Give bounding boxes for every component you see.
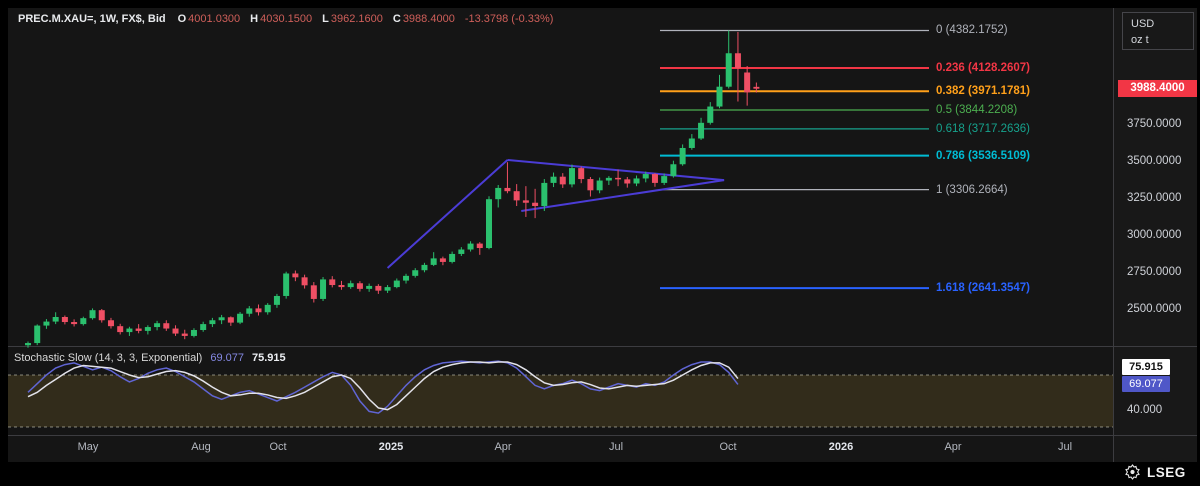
- panel-divider: [8, 346, 1197, 347]
- stochastic-d-badge: 75.915: [1122, 359, 1170, 376]
- open-value: 4001.0300: [188, 13, 241, 25]
- fib-label: 0.5 (3844.2208): [936, 104, 1018, 117]
- axis-unit-box: USD oz t: [1122, 12, 1194, 50]
- time-axis-label: Oct: [269, 441, 287, 453]
- chart-canvas[interactable]: [8, 8, 1113, 435]
- time-axis-label: Oct: [719, 441, 737, 453]
- time-axis-label: Aug: [191, 441, 211, 453]
- stochastic-d-line: [27, 361, 739, 411]
- fib-label: 0.236 (4128.2607): [936, 62, 1030, 75]
- axis-unit-currency: USD: [1131, 18, 1155, 30]
- low-value: 3962.1600: [330, 13, 383, 25]
- fib-label: 0 (4382.1752): [936, 24, 1008, 37]
- price-tick: 2750.0000: [1127, 266, 1182, 278]
- time-axis-label: Apr: [944, 441, 962, 453]
- price-tick: 3250.0000: [1127, 192, 1182, 204]
- time-axis-label: May: [77, 441, 99, 453]
- time-axis-label: 2025: [378, 441, 404, 453]
- instrument-header: PREC.M.XAU=, 1W, FX$, Bid O 4001.0300 H …: [18, 13, 553, 25]
- fib-label: 1 (3306.2664): [936, 183, 1008, 196]
- time-axis-label: Apr: [494, 441, 512, 453]
- fib-retracement-lines[interactable]: [660, 29, 929, 290]
- time-axis-label: Jul: [608, 441, 624, 453]
- price-tick: 3750.0000: [1127, 118, 1182, 130]
- stochastic-k-line: [27, 360, 739, 414]
- open-label: O: [177, 13, 187, 25]
- lseg-branding: LSEG: [1124, 464, 1186, 480]
- high-value: 4030.1500: [260, 13, 313, 25]
- high-label: H: [250, 13, 259, 25]
- close-value: 3988.4000: [402, 13, 455, 25]
- lseg-crest-icon: [1125, 464, 1140, 480]
- lseg-logo-text: LSEG: [1147, 464, 1186, 480]
- time-axis-label: 2026: [828, 441, 854, 453]
- pennant-trendlines[interactable]: [386, 158, 725, 269]
- stochastic-lines: [27, 360, 739, 414]
- price-tick: 3500.0000: [1127, 155, 1182, 167]
- stochastic-title: Stochastic Slow (14, 3, 3, Exponential): [14, 352, 203, 364]
- instrument-title[interactable]: PREC.M.XAU=, 1W, FX$, Bid: [18, 13, 166, 25]
- stochastic-k-value: 69.077: [210, 352, 244, 364]
- axis-unit-measure: oz t: [1131, 34, 1149, 46]
- stochastic-legend[interactable]: Stochastic Slow (14, 3, 3, Exponential) …: [14, 352, 286, 364]
- timeline-divider: [8, 435, 1197, 436]
- change-value: -13.3798 (-0.33%): [464, 13, 554, 25]
- stochastic-k-badge: 69.077: [1122, 376, 1170, 393]
- stochastic-axis-tick: 40.000: [1127, 403, 1163, 416]
- axis-divider: [1113, 8, 1114, 462]
- stochastic-d-value: 75.915: [251, 352, 286, 364]
- last-price-badge: 3988.4000: [1118, 80, 1197, 98]
- price-tick: 2500.0000: [1127, 303, 1182, 315]
- fib-label: 1.618 (2641.3547): [936, 282, 1030, 295]
- fib-label: 0.786 (3536.5109): [936, 149, 1030, 162]
- stochastic-band: [8, 374, 1113, 428]
- low-label: L: [322, 13, 329, 25]
- time-axis-label: Jul: [1057, 441, 1073, 453]
- candlesticks[interactable]: [25, 30, 760, 348]
- chart-panel-background: [8, 8, 1113, 462]
- fib-label: 0.382 (3971.1781): [936, 85, 1030, 98]
- fib-label: 0.618 (3717.2636): [936, 122, 1030, 135]
- close-label: C: [392, 13, 401, 25]
- price-tick: 3000.0000: [1127, 229, 1182, 241]
